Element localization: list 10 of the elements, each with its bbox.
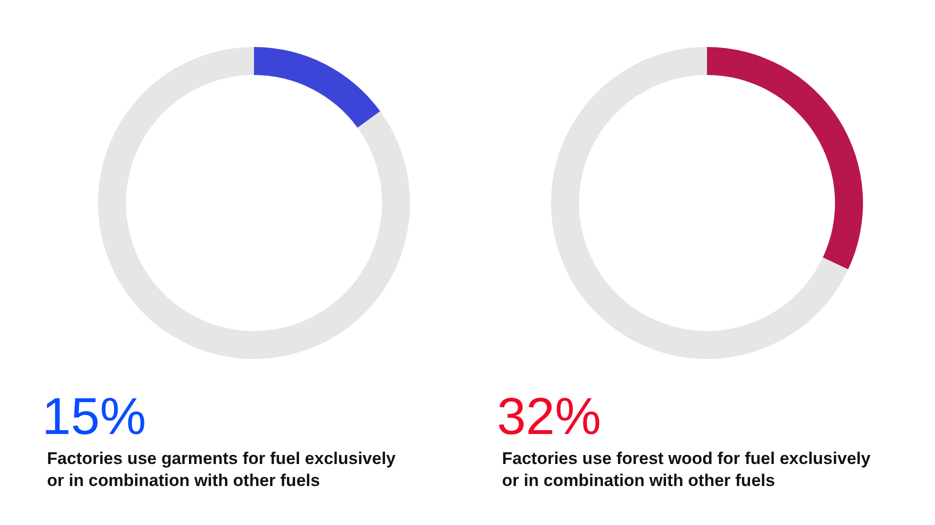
donut-slice — [707, 47, 863, 270]
text: Factories use garments for fuel exclusively — [47, 449, 396, 468]
donut-slice — [254, 47, 380, 128]
text: or in combination with other fuels — [47, 471, 320, 490]
text: 15% — [42, 388, 146, 446]
donut-slice — [551, 47, 848, 359]
text: Factories use forest wood for fuel exclusively — [502, 449, 871, 468]
donut-slice — [98, 47, 410, 359]
text: 32% — [497, 388, 602, 446]
text: or in combination with other fuels — [502, 471, 775, 490]
